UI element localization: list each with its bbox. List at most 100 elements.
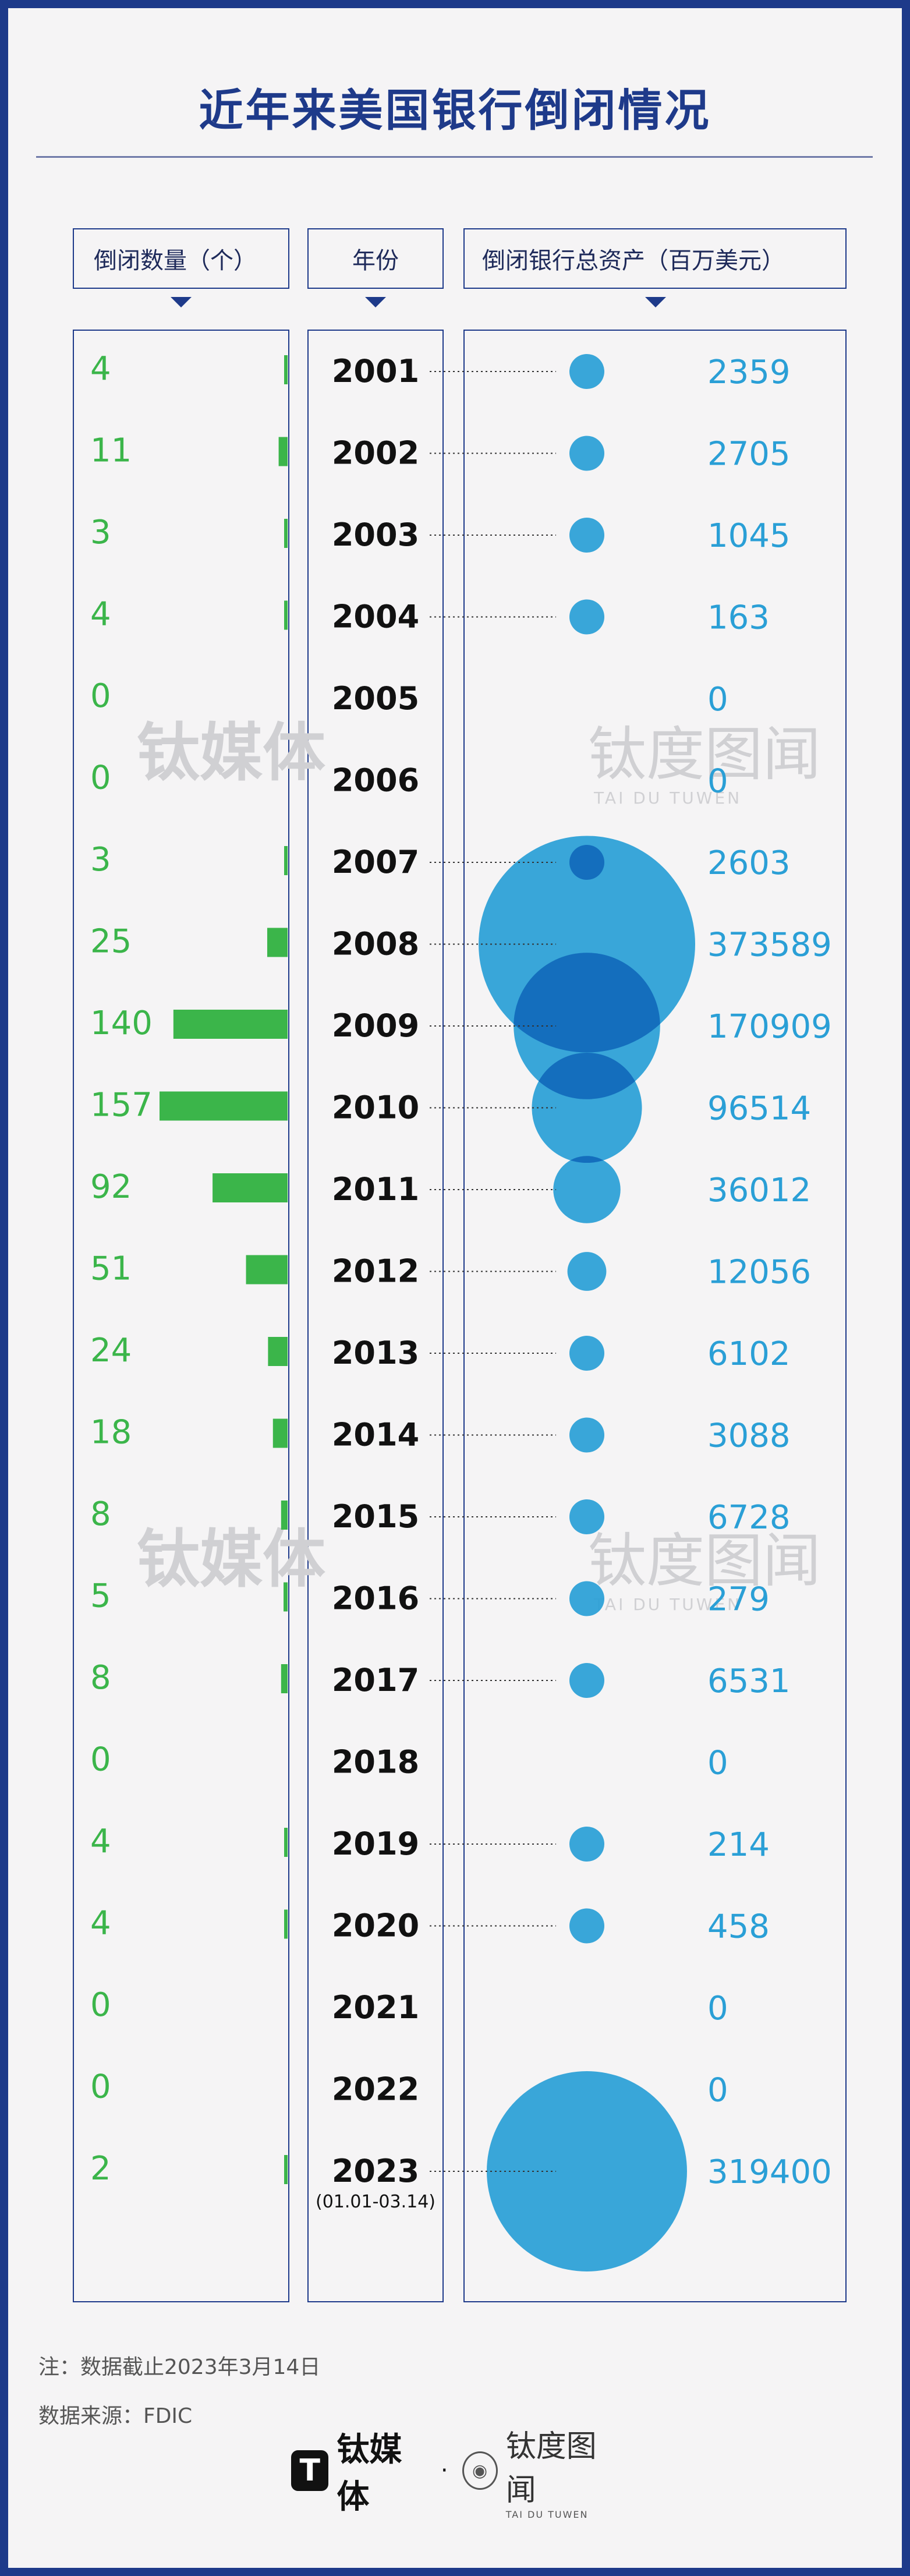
assets-column <box>463 330 847 2302</box>
asset-label: 2705 <box>707 436 791 473</box>
footer-brand1: 钛媒体 <box>337 2431 402 2516</box>
count-label: 8 <box>90 1659 111 1697</box>
asset-bubble <box>553 1156 621 1223</box>
year-label: 2013 <box>332 1335 419 1371</box>
count-bar <box>284 600 288 630</box>
asset-label: 0 <box>707 1990 728 2027</box>
year-label: 2010 <box>332 1089 419 1126</box>
count-column <box>73 330 289 2302</box>
year-label: 2012 <box>332 1253 419 1290</box>
header-year: 年份 <box>307 228 444 289</box>
year-label: 2007 <box>332 844 419 880</box>
asset-bubble <box>569 1663 604 1698</box>
count-label: 2 <box>90 2150 111 2188</box>
asset-label: 279 <box>707 1581 770 1619</box>
taidu-logo-icon: ◉ <box>462 2451 498 2490</box>
count-label: 4 <box>90 1823 111 1860</box>
count-label: 4 <box>90 350 111 388</box>
year-column <box>307 330 444 2302</box>
watermark-right-sub: TAI DU TUWEN <box>593 1595 742 1614</box>
year-label: 2021 <box>332 1989 419 2026</box>
year-label: 2019 <box>332 1825 419 1862</box>
header-year-arrow-icon <box>365 297 386 307</box>
count-bar <box>213 1173 288 1202</box>
asset-label: 6728 <box>707 1499 791 1537</box>
year-label: 2003 <box>332 516 419 553</box>
footer-brand2: 钛度图闻 <box>505 2429 597 2508</box>
asset-bubble <box>569 1827 604 1862</box>
year-label: 2004 <box>332 599 419 635</box>
asset-label: 12056 <box>707 1254 811 1291</box>
asset-label: 163 <box>707 599 770 637</box>
count-bar <box>281 1501 288 1530</box>
asset-label: 214 <box>707 1826 770 1864</box>
asset-bubble <box>569 1499 604 1534</box>
asset-bubble <box>567 1252 607 1291</box>
count-label: 0 <box>90 1986 111 2024</box>
asset-bubble <box>569 518 604 553</box>
count-label: 0 <box>90 2068 111 2106</box>
year-label: 2015 <box>332 1498 419 1535</box>
count-bar <box>267 928 288 957</box>
year-label: 2023 <box>332 2153 419 2189</box>
count-label: 24 <box>90 1332 132 1370</box>
year-label: 2001 <box>332 353 419 390</box>
asset-label: 2359 <box>707 353 791 391</box>
asset-label: 0 <box>707 763 728 801</box>
asset-bubble <box>487 2071 687 2271</box>
count-bar <box>281 1664 288 1693</box>
count-bar <box>284 846 288 875</box>
count-label: 0 <box>90 759 111 797</box>
asset-label: 0 <box>707 1745 728 1782</box>
asset-label: 1045 <box>707 517 791 555</box>
titanium-media-logo-icon: T <box>291 2450 329 2491</box>
header-count-arrow-icon <box>171 297 192 307</box>
year-label: 2020 <box>332 1908 419 1944</box>
page-title: 近年来美国银行倒闭情况 <box>199 84 711 136</box>
asset-bubble-overlap <box>514 953 660 1053</box>
asset-bubble <box>569 1581 604 1616</box>
asset-label: 373589 <box>707 926 832 964</box>
year-label: 2002 <box>332 435 419 472</box>
asset-label: 2603 <box>707 844 791 882</box>
asset-bubble <box>569 1908 604 1944</box>
count-label: 4 <box>90 596 111 634</box>
asset-label: 170909 <box>707 1008 832 1046</box>
count-bar <box>246 1255 288 1285</box>
year-label: 2014 <box>332 1417 419 1453</box>
count-label: 11 <box>90 432 132 470</box>
year-label: 2005 <box>332 680 419 717</box>
header-assets: 倒闭银行总资产（百万美元） <box>463 228 847 289</box>
footer-separator: · <box>440 2457 448 2484</box>
count-label: 140 <box>90 1004 153 1042</box>
count-label: 8 <box>90 1495 111 1533</box>
header-assets-arrow-icon <box>645 297 666 307</box>
count-label: 5 <box>90 1577 111 1615</box>
asset-bubble <box>569 599 604 635</box>
year-label: 2009 <box>332 1007 419 1044</box>
count-label: 4 <box>90 1905 111 1942</box>
count-bar <box>160 1091 288 1121</box>
watermark-right: 钛度图闻 <box>588 1527 821 1595</box>
asset-bubble-overlap <box>532 1052 642 1099</box>
count-label: 51 <box>90 1250 132 1288</box>
asset-label: 6531 <box>707 1662 791 1700</box>
asset-bubble <box>569 1336 604 1371</box>
year-label: 2022 <box>332 2071 419 2108</box>
note-source: 数据来源：FDIC <box>38 2404 193 2428</box>
footer-logo: T 钛媒体 · ◉ 钛度图闻 TAI DU TUWEN <box>291 2429 617 2520</box>
asset-bubble <box>569 1417 604 1453</box>
watermark-right-sub: TAI DU TUWEN <box>593 788 742 808</box>
asset-bubble <box>569 436 604 471</box>
title-divider <box>36 156 873 158</box>
asset-label: 3088 <box>707 1417 791 1455</box>
count-label: 92 <box>90 1168 132 1206</box>
watermark-left: 钛媒体 <box>137 717 325 790</box>
year-sublabel: (01.01-03.14) <box>316 2192 435 2212</box>
count-label: 157 <box>90 1087 153 1124</box>
count-bar <box>284 1909 288 1939</box>
count-label: 3 <box>90 514 111 551</box>
count-bar <box>284 519 288 548</box>
count-bar <box>268 1337 288 1366</box>
